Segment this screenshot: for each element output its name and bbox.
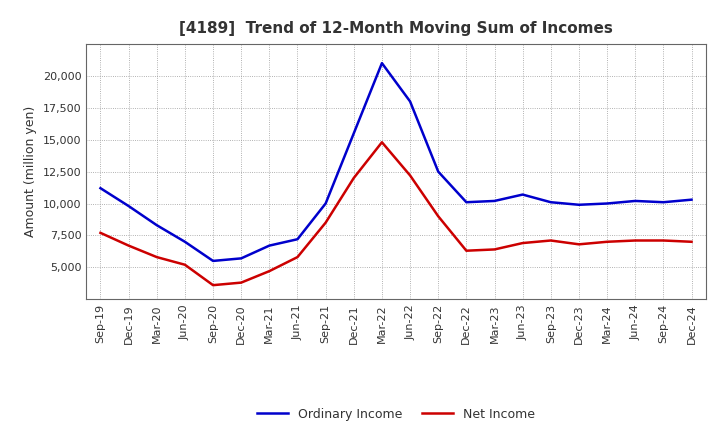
Net Income — [518, 240, 527, 246]
Net Income — [377, 139, 386, 145]
Ordinary Income — [687, 197, 696, 202]
Ordinary Income — [659, 200, 667, 205]
Ordinary Income — [546, 200, 555, 205]
Ordinary Income — [490, 198, 499, 204]
Ordinary Income — [181, 239, 189, 245]
Ordinary Income — [265, 243, 274, 248]
Net Income — [265, 268, 274, 274]
Ordinary Income — [434, 169, 443, 174]
Line: Ordinary Income: Ordinary Income — [101, 63, 691, 261]
Net Income — [546, 238, 555, 243]
Net Income — [321, 220, 330, 225]
Net Income — [490, 247, 499, 252]
Net Income — [209, 282, 217, 288]
Net Income — [659, 238, 667, 243]
Ordinary Income — [406, 99, 415, 104]
Net Income — [631, 238, 639, 243]
Net Income — [462, 248, 471, 253]
Net Income — [603, 239, 611, 245]
Ordinary Income — [96, 186, 105, 191]
Net Income — [96, 230, 105, 235]
Ordinary Income — [237, 256, 246, 261]
Ordinary Income — [349, 131, 358, 136]
Net Income — [406, 173, 415, 178]
Legend: Ordinary Income, Net Income: Ordinary Income, Net Income — [252, 403, 540, 425]
Line: Net Income: Net Income — [101, 142, 691, 285]
Net Income — [181, 262, 189, 268]
Ordinary Income — [518, 192, 527, 197]
Ordinary Income — [153, 223, 161, 228]
Ordinary Income — [125, 203, 133, 209]
Net Income — [575, 242, 583, 247]
Ordinary Income — [631, 198, 639, 204]
Ordinary Income — [462, 200, 471, 205]
Net Income — [125, 243, 133, 248]
Net Income — [293, 254, 302, 260]
Ordinary Income — [321, 201, 330, 206]
Ordinary Income — [377, 60, 386, 66]
Net Income — [349, 175, 358, 180]
Net Income — [237, 280, 246, 285]
Ordinary Income — [209, 258, 217, 264]
Net Income — [153, 254, 161, 260]
Ordinary Income — [293, 237, 302, 242]
Ordinary Income — [603, 201, 611, 206]
Title: [4189]  Trend of 12-Month Moving Sum of Incomes: [4189] Trend of 12-Month Moving Sum of I… — [179, 21, 613, 36]
Ordinary Income — [575, 202, 583, 207]
Net Income — [687, 239, 696, 245]
Net Income — [434, 214, 443, 219]
Y-axis label: Amount (million yen): Amount (million yen) — [24, 106, 37, 237]
